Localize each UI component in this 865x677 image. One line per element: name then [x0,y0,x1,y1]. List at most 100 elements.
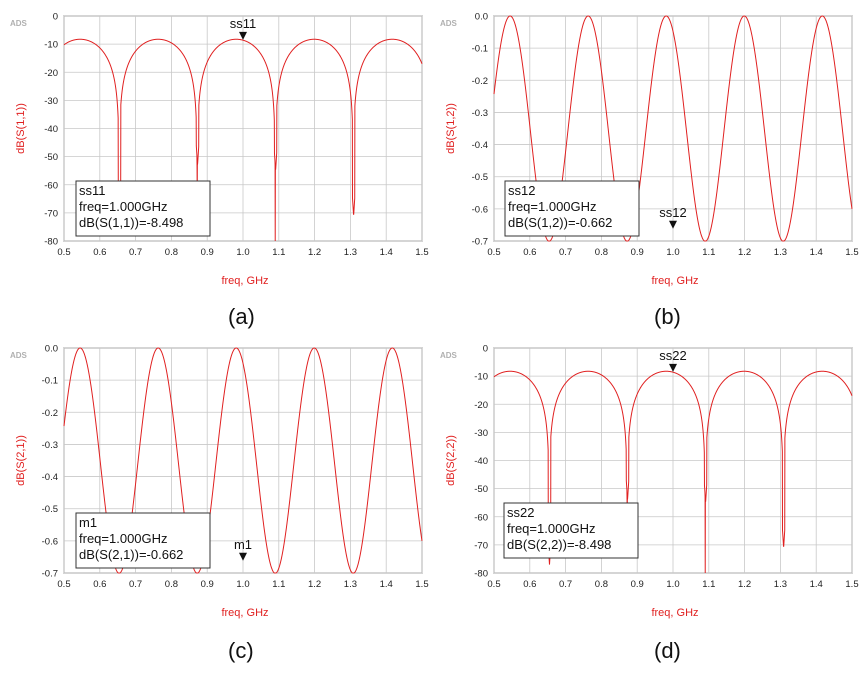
marker-triangle [239,31,247,40]
y-tick-label: 0 [483,344,488,355]
marker-readout-line: ss11 [79,183,106,198]
y-tick-label: -60 [474,512,488,523]
x-tick-label: 0.6 [523,579,536,590]
x-tick-label: 0.6 [93,247,106,258]
x-tick-label: 1.1 [272,247,285,258]
x-tick-label: 1.0 [236,579,249,590]
x-tick-label: 1.3 [344,579,357,590]
chart-b-svg: ADS 0.5 0.6 0.7 0.8 0.9 1.0 1.1 1.2 1.3 1.4 1.5 0.0 -… [440,12,859,288]
ads-watermark: ADS [440,19,458,28]
x-tick-label: 0.5 [57,247,70,258]
y-tick-label: -70 [44,208,58,219]
ads-watermark: ADS [440,351,458,360]
panel-label-b: (b) [654,304,681,329]
marker-readout-box [504,180,640,237]
marker-readout-line: freq=1.000GHz [79,199,168,214]
x-tick-label: 0.8 [595,247,608,258]
y-tick-label: -0.1 [472,44,488,55]
y-tick-label: -0.3 [472,108,488,119]
x-tick-label: 0.8 [165,579,178,590]
x-tick-label: 1.0 [236,247,249,258]
x-tick-label: 1.4 [810,247,823,258]
x-tick-label: 1.1 [272,579,285,590]
marker-readout-box [503,502,639,559]
y-tick-label: -0.3 [42,440,58,451]
x-tick-label: 1.2 [738,247,751,258]
y-tick-label: -0.6 [472,204,488,215]
x-axis-label: freq, GHz [651,607,698,619]
x-tick-label: 1.1 [702,579,715,590]
x-tick-label: 0.9 [631,247,644,258]
y-tick-label: 0.0 [45,344,58,355]
ads-watermark: ADS [10,19,28,28]
marker-readout-line: dB(S(2,1))=-0.662 [79,547,183,562]
x-tick-label: 0.7 [559,247,572,258]
y-tick-label: -50 [474,484,488,495]
x-tick-label: 1.3 [774,247,787,258]
x-tick-label: 0.9 [631,579,644,590]
y-tick-label: -80 [474,569,488,580]
x-tick-label: 1.4 [380,579,393,590]
x-tick-label: 0.8 [165,247,178,258]
chart-d-svg: ADS 0.5 0.6 0.7 0.8 0.9 1.0 1.1 1.2 1.3 1.4 1.5 0 -10… [440,344,859,620]
y-tick-label: -80 [44,237,58,248]
x-axis-label: freq, GHz [221,275,268,287]
marker-readout-box [75,180,211,237]
marker-label: m1 [234,537,252,552]
chart-panel-c: ADS 0.5 0.6 0.7 0.8 0.9 1.0 1.1 1.2 1.3 1.4 1.5 0.0 -… [0,338,432,676]
x-tick-label: 1.5 [415,247,428,258]
marker-triangle [669,363,677,372]
x-tick-label: 1.3 [344,247,357,258]
y-axis-label: dB(S(2,2)) [445,435,457,486]
chart-a-svg: ADS 0.5 0.6 0.7 0.8 0.9 1.0 1.1 1.2 1.3 1.4 1.5 0 -10… [10,12,429,288]
y-tick-label: 0.0 [475,12,488,23]
y-tick-label: -0.4 [472,140,488,151]
x-tick-label: 1.1 [702,247,715,258]
x-tick-label: 0.6 [93,579,106,590]
y-tick-label: -70 [474,540,488,551]
x-tick-label: 1.0 [666,579,679,590]
y-tick-label: -0.5 [472,172,488,183]
x-tick-label: 1.2 [738,579,751,590]
chart-c-svg: ADS 0.5 0.6 0.7 0.8 0.9 1.0 1.1 1.2 1.3 1.4 1.5 0.0 -… [10,344,429,620]
y-tick-label: -0.7 [42,569,58,580]
marker-readout-line: ss22 [507,505,534,520]
marker-readout-line: freq=1.000GHz [508,199,597,214]
marker-readout-line: ss12 [508,183,535,198]
x-tick-label: 1.5 [845,579,858,590]
x-tick-label: 0.8 [595,579,608,590]
y-axis-label: dB(S(2,1)) [15,435,27,486]
y-axis-label: dB(S(1,2)) [445,103,457,154]
series-line [493,370,853,574]
chart-panel-a: ADS 0.5 0.6 0.7 0.8 0.9 1.0 1.1 1.2 1.3 1.4 1.5 0 -10… [0,0,432,338]
chart-panel-d: ADS 0.5 0.6 0.7 0.8 0.9 1.0 1.1 1.2 1.3 1.4 1.5 0 -10… [430,338,862,676]
ads-watermark: ADS [10,351,28,360]
x-tick-label: 1.5 [415,579,428,590]
y-tick-label: -0.2 [42,408,58,419]
y-tick-label: -40 [474,456,488,467]
x-tick-label: 0.5 [57,579,70,590]
y-tick-label: -0.4 [42,472,58,483]
marker-triangle [239,552,247,561]
y-tick-label: -30 [474,428,488,439]
x-tick-label: 1.2 [308,247,321,258]
chart-panel-b: ADS 0.5 0.6 0.7 0.8 0.9 1.0 1.1 1.2 1.3 1.4 1.5 0.0 -… [430,0,862,338]
x-tick-label: 1.3 [774,579,787,590]
x-tick-label: 1.2 [308,579,321,590]
marker-readout-line: dB(S(1,1))=-8.498 [79,215,183,230]
x-tick-label: 1.0 [666,247,679,258]
x-tick-label: 1.4 [810,579,823,590]
y-tick-label: -0.7 [472,237,488,248]
x-tick-label: 1.4 [380,247,393,258]
x-tick-label: 1.5 [845,247,858,258]
marker-readout-line: freq=1.000GHz [79,531,168,546]
x-tick-label: 0.5 [487,247,500,258]
y-tick-label: -60 [44,180,58,191]
marker-readout-box [75,512,211,569]
y-tick-label: -50 [44,152,58,163]
y-tick-label: -40 [44,124,58,135]
x-tick-label: 0.7 [129,247,142,258]
y-tick-label: -0.6 [42,536,58,547]
x-tick-label: 0.7 [559,579,572,590]
x-tick-label: 0.9 [201,247,214,258]
